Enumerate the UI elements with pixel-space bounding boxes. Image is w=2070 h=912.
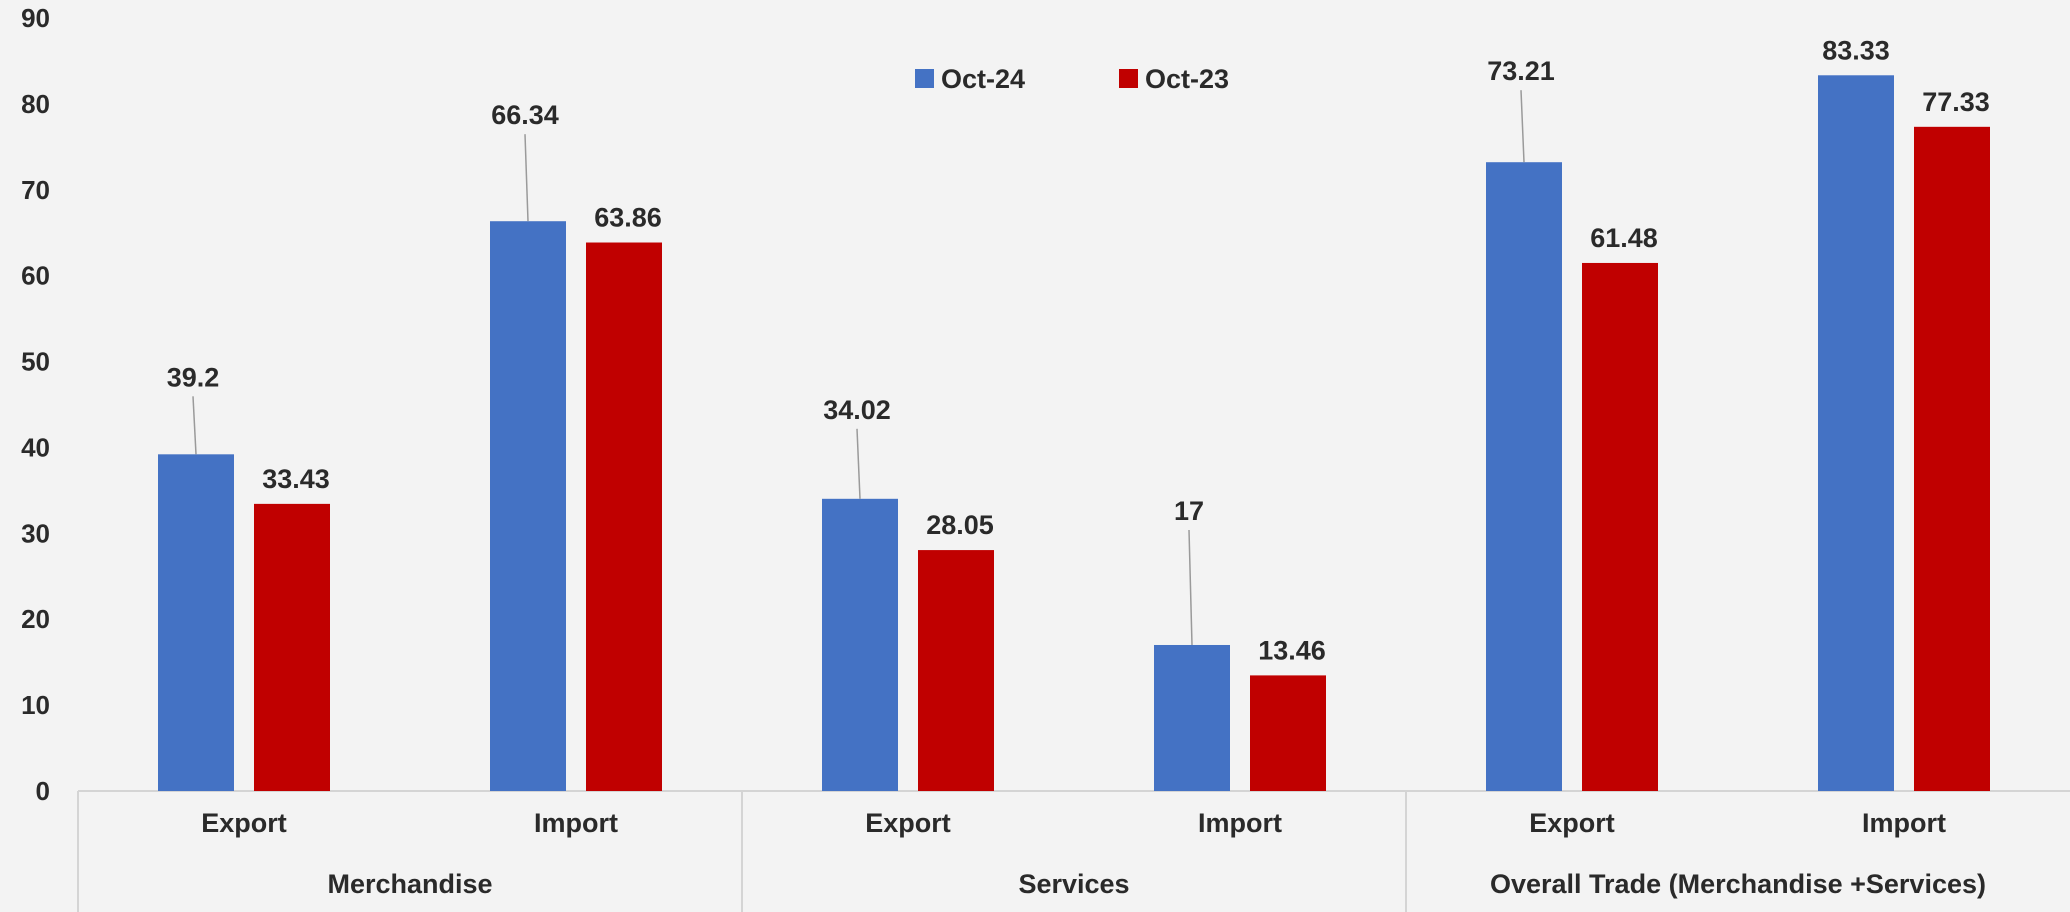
legend-label: Oct-23 [1145,64,1229,94]
y-tick-label: 0 [36,776,50,806]
y-tick-label: 80 [21,89,50,119]
bar-oct-24 [822,498,898,791]
bar-oct-24 [490,221,566,791]
y-tick-label: 20 [21,604,50,634]
leader-line [856,428,861,499]
bar-oct-23 [1914,126,1990,791]
data-labels-layer: 39.2 66.34 34.02 17 73.21 83.33 33.43 63.86 28.0… [167,35,1990,665]
y-tick-label: 10 [21,690,50,720]
x-category-label: Import [1198,808,1282,838]
bar-oct-24 [1818,75,1894,791]
data-label: 39.2 [167,362,220,392]
data-label: 77.33 [1922,87,1990,117]
leader-line [1520,90,1525,163]
bar-oct-23 [1582,262,1658,792]
data-label: 13.46 [1258,635,1326,665]
y-tick-label: 60 [21,261,50,291]
legend-label: Oct-24 [941,64,1025,94]
x-group-label: Merchandise [327,869,492,899]
bar-oct-24 [1486,162,1562,791]
x-group-label: Overall Trade (Merchandise +Services) [1490,869,1986,899]
data-label: 17 [1174,496,1204,526]
y-tick-label: 90 [21,3,50,33]
data-label: 73.21 [1487,56,1555,86]
axis-layer: 0 10 20 30 40 50 60 70 80 90 Export Import Export Imp… [21,3,2070,912]
legend: Oct-24 Oct-23 [915,64,1229,94]
data-label: 33.43 [262,464,330,494]
data-label: 83.33 [1822,35,1890,65]
leader-line [524,134,529,222]
x-category-label: Export [1529,808,1615,838]
data-label: 61.48 [1590,223,1658,253]
x-category-label: Export [865,808,951,838]
legend-swatch [915,69,934,88]
data-label: 66.34 [491,100,559,130]
x-category-label: Export [201,808,287,838]
data-label: 28.05 [926,510,994,540]
bar-oct-24 [1154,644,1230,791]
y-tick-label: 50 [21,347,50,377]
bar-oct-23 [254,503,330,791]
leader-line [192,396,197,455]
legend-swatch [1119,69,1138,88]
y-tick-label: 40 [21,432,50,462]
bar-oct-23 [1250,675,1326,791]
y-tick-label: 30 [21,518,50,548]
x-group-label: Services [1018,869,1129,899]
bar-oct-23 [918,550,994,791]
bar-oct-24 [158,454,234,791]
y-tick-label: 70 [21,175,50,205]
data-label: 63.86 [594,203,662,233]
leader-line [1188,529,1193,646]
bar-oct-23 [586,242,662,791]
bars-layer [158,75,1990,792]
x-category-label: Import [534,808,618,838]
data-label: 34.02 [823,395,891,425]
x-category-label: Import [1862,808,1946,838]
